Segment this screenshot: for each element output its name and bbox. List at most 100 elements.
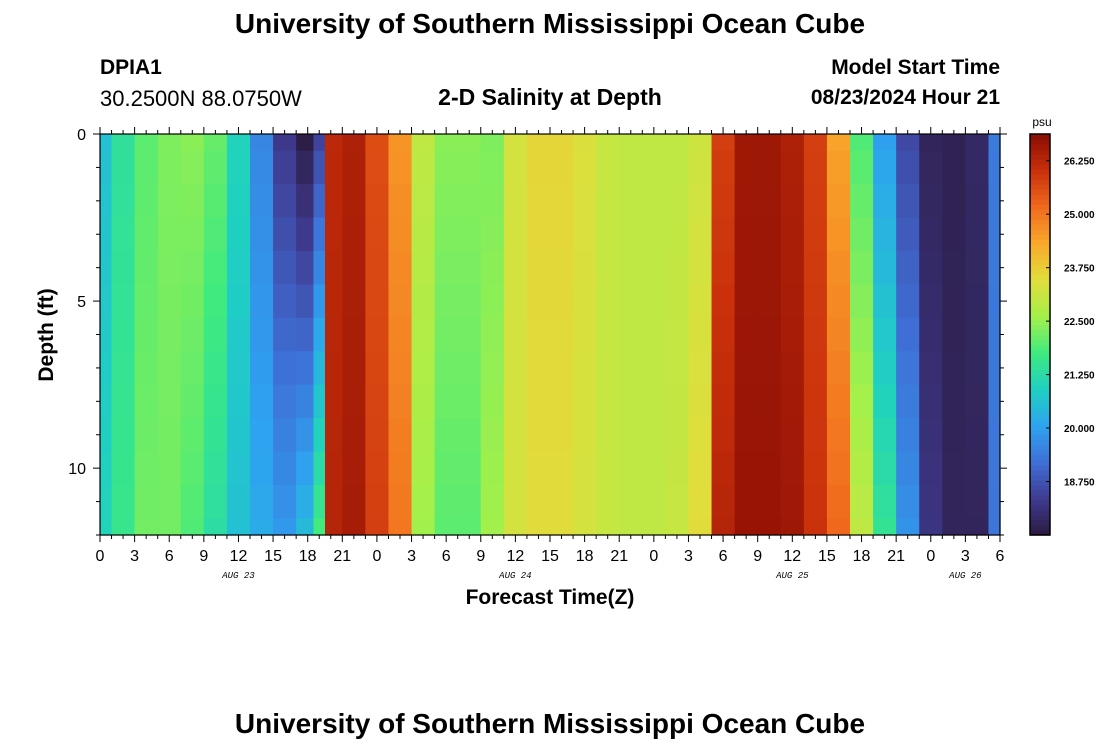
heatmap-cell (919, 284, 943, 319)
heatmap-cell (134, 484, 159, 519)
heatmap-cell (457, 451, 482, 486)
heatmap-cell (111, 150, 136, 185)
heatmap-cell (388, 418, 413, 453)
colorbar-segment (1030, 224, 1050, 230)
heatmap-cell (157, 134, 182, 152)
station-coordinates: 30.2500N 88.0750W (100, 86, 302, 111)
heatmap-cell (503, 284, 528, 319)
heatmap-cell (965, 418, 990, 453)
heatmap-cell (596, 150, 620, 185)
heatmap-cell (826, 284, 851, 319)
heatmap-cell (757, 134, 782, 152)
heatmap-cell (550, 317, 574, 352)
heatmap-cell (203, 384, 228, 419)
heatmap-cell (180, 250, 205, 285)
x-tick-label: 3 (684, 548, 693, 565)
heatmap-cell (850, 150, 874, 185)
heatmap-cell (226, 451, 251, 486)
heatmap-cell (226, 184, 251, 219)
colorbar-segment (1030, 199, 1050, 205)
colorbar-segment (1030, 384, 1050, 391)
heatmap-cell (665, 351, 690, 386)
heatmap-cell (688, 451, 713, 486)
heatmap-cell (896, 284, 920, 319)
heatmap-cell (803, 451, 828, 486)
heatmap-cell (550, 351, 574, 386)
heatmap-cell (942, 284, 966, 319)
heatmap-cell (434, 484, 459, 519)
heatmap-cell (642, 484, 666, 519)
heatmap-cell (342, 184, 366, 219)
heatmap-cell (619, 518, 643, 536)
heatmap-cell (619, 134, 643, 152)
heatmap-cell (619, 384, 643, 419)
heatmap-cell (388, 351, 413, 386)
heatmap-cell (896, 351, 920, 386)
x-tick-label: 0 (649, 548, 658, 565)
heatmap-cell (757, 150, 782, 185)
heatmap-cell (711, 351, 736, 386)
colorbar-segment (1030, 399, 1050, 406)
heatmap-cell (273, 134, 297, 152)
heatmap-cell (226, 217, 251, 252)
heatmap-cell (480, 351, 505, 386)
heatmap-cell (503, 384, 528, 419)
heatmap-cell (688, 317, 713, 352)
colorbar-tick-label: 26.250 (1064, 157, 1095, 168)
heatmap-cell (203, 184, 228, 219)
colorbar-unit: psu (1032, 115, 1051, 129)
heatmap-cell (226, 418, 251, 453)
heatmap-cell (503, 217, 528, 252)
colorbar-segment (1030, 184, 1050, 190)
heatmap-cell (411, 250, 436, 285)
heatmap-cell (550, 217, 574, 252)
heatmap-cell (180, 284, 205, 319)
heatmap-cell (734, 134, 759, 152)
heatmap-cell (550, 184, 574, 219)
heatmap-cell (457, 518, 482, 536)
heatmap-cell (826, 418, 851, 453)
heatmap-cell (503, 184, 528, 219)
heatmap-cell (342, 451, 366, 486)
heatmap-cell (388, 150, 413, 185)
colorbar-segment (1030, 469, 1050, 476)
heatmap-cell (325, 134, 343, 152)
heatmap-cell (411, 134, 436, 152)
colorbar: 26.250 25.000 23.750 22.500 21.250 20.000 18.7… (1029, 133, 1095, 536)
x-tick-label: 15 (541, 548, 559, 565)
heatmap-cell (526, 351, 551, 386)
heatmap-cell (965, 150, 990, 185)
heatmap-cell (665, 134, 690, 152)
colorbar-segment (1030, 329, 1050, 336)
colorbar-segment (1030, 419, 1050, 426)
heatmap-cell (342, 484, 366, 519)
heatmap-cell (157, 484, 182, 519)
heatmap-cell (965, 384, 990, 419)
heatmap-cell (325, 150, 343, 185)
heatmap-cell (342, 250, 366, 285)
heatmap-cell (573, 384, 597, 419)
heatmap-cell (157, 518, 182, 536)
heatmap-cell (965, 217, 990, 252)
colorbar-segment (1030, 289, 1050, 295)
colorbar-segment (1030, 374, 1050, 381)
x-date-label: AUG 26 (948, 571, 982, 581)
colorbar-segment (1030, 414, 1050, 421)
colorbar-segment (1030, 209, 1050, 215)
heatmap-cell (573, 250, 597, 285)
heatmap-cell (157, 351, 182, 386)
heatmap-cell (642, 150, 666, 185)
heatmap-cell (296, 484, 315, 519)
heatmap-cell (942, 451, 966, 486)
heatmap-cell (457, 184, 482, 219)
colorbar-segment (1030, 234, 1050, 240)
heatmap-cell (919, 384, 943, 419)
heatmap-cell (526, 518, 551, 536)
heatmap-cell (965, 284, 990, 319)
heatmap-cell (919, 317, 943, 352)
heatmap-cell (203, 217, 228, 252)
heatmap-cell (619, 250, 643, 285)
heatmap-cell (665, 184, 690, 219)
heatmap-cell (296, 150, 315, 185)
heatmap-cell (434, 351, 459, 386)
